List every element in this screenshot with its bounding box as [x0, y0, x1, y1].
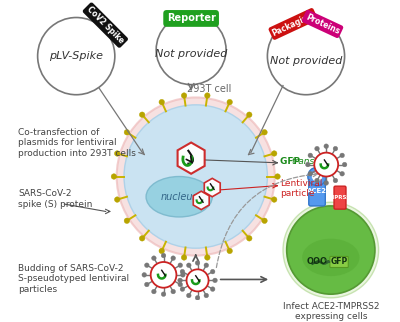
Circle shape: [186, 263, 191, 268]
Circle shape: [186, 269, 208, 291]
Text: pLV-Spike: pLV-Spike: [49, 51, 103, 61]
Circle shape: [204, 263, 208, 268]
Circle shape: [227, 248, 232, 254]
Circle shape: [272, 151, 277, 156]
Circle shape: [178, 282, 182, 287]
Circle shape: [144, 263, 149, 268]
Circle shape: [171, 256, 176, 260]
Circle shape: [161, 292, 166, 297]
FancyBboxPatch shape: [334, 186, 346, 209]
Circle shape: [213, 278, 217, 283]
Text: SARS-CoV-2
spike (S) protein: SARS-CoV-2 spike (S) protein: [18, 189, 93, 209]
Circle shape: [315, 147, 319, 151]
Circle shape: [117, 98, 275, 256]
Text: nucleus: nucleus: [160, 192, 198, 202]
Text: TMPRSS2: TMPRSS2: [326, 195, 354, 200]
Circle shape: [139, 236, 145, 241]
Circle shape: [287, 206, 375, 294]
Circle shape: [227, 99, 232, 105]
Polygon shape: [178, 143, 205, 174]
Circle shape: [180, 287, 185, 291]
Text: transgene: transgene: [291, 157, 337, 166]
Circle shape: [111, 174, 117, 179]
Circle shape: [171, 289, 176, 294]
Text: OOO: OOO: [306, 257, 328, 266]
Circle shape: [204, 293, 208, 298]
Text: Not provided: Not provided: [155, 49, 227, 59]
Circle shape: [210, 287, 215, 291]
Circle shape: [308, 171, 312, 176]
Text: Infect ACE2-TMPRSS2
expressing cells: Infect ACE2-TMPRSS2 expressing cells: [282, 301, 379, 321]
Circle shape: [210, 269, 215, 274]
Circle shape: [306, 162, 310, 167]
Circle shape: [181, 255, 187, 260]
Circle shape: [333, 178, 338, 183]
Circle shape: [124, 218, 130, 223]
Circle shape: [178, 263, 182, 268]
Circle shape: [312, 171, 322, 182]
Circle shape: [124, 105, 267, 248]
Text: ACE2: ACE2: [307, 188, 327, 194]
FancyBboxPatch shape: [330, 257, 348, 268]
Circle shape: [314, 153, 338, 176]
Circle shape: [272, 197, 277, 202]
Ellipse shape: [302, 239, 360, 276]
Text: Reporter: Reporter: [167, 14, 216, 24]
Circle shape: [152, 289, 156, 294]
Polygon shape: [193, 191, 209, 210]
FancyBboxPatch shape: [309, 176, 325, 206]
Circle shape: [114, 197, 120, 202]
Circle shape: [262, 129, 267, 135]
Circle shape: [204, 93, 210, 98]
Circle shape: [159, 248, 164, 254]
Circle shape: [142, 272, 146, 277]
Circle shape: [246, 112, 252, 118]
Circle shape: [139, 112, 145, 118]
Circle shape: [161, 253, 166, 258]
Circle shape: [283, 202, 379, 298]
Text: Lentiviral: Lentiviral: [280, 179, 323, 188]
Circle shape: [340, 171, 344, 176]
Circle shape: [204, 255, 210, 260]
Text: CoV2 Spike: CoV2 Spike: [85, 5, 126, 45]
Text: Budding of SARS-CoV-2
S-pseudotyped lentiviral
particles: Budding of SARS-CoV-2 S-pseudotyped lent…: [18, 264, 130, 294]
Text: GFP: GFP: [330, 258, 348, 267]
Circle shape: [340, 153, 344, 158]
Circle shape: [342, 162, 347, 167]
Circle shape: [246, 236, 252, 241]
Circle shape: [186, 293, 191, 298]
Circle shape: [159, 99, 164, 105]
Text: GFP: GFP: [280, 157, 304, 166]
Circle shape: [124, 129, 130, 135]
Circle shape: [180, 269, 185, 274]
Circle shape: [114, 151, 120, 156]
Circle shape: [275, 174, 280, 179]
Circle shape: [178, 278, 182, 283]
Circle shape: [151, 262, 176, 288]
Circle shape: [152, 256, 156, 260]
Circle shape: [180, 272, 185, 277]
Ellipse shape: [146, 176, 212, 217]
Circle shape: [333, 147, 338, 151]
Polygon shape: [204, 178, 220, 197]
Circle shape: [144, 282, 149, 287]
Text: Proteins: Proteins: [304, 12, 341, 36]
Circle shape: [324, 144, 328, 148]
Circle shape: [315, 178, 319, 183]
Circle shape: [195, 260, 200, 265]
Text: Co-transfection of
plasmids for lentiviral
production into 293T cells: Co-transfection of plasmids for lentivir…: [18, 128, 136, 157]
Circle shape: [195, 296, 200, 300]
Circle shape: [308, 167, 326, 186]
Text: Not provided: Not provided: [270, 56, 342, 66]
FancyArrowPatch shape: [216, 172, 318, 268]
Text: particle: particle: [280, 189, 315, 198]
Circle shape: [181, 93, 187, 98]
Circle shape: [324, 181, 328, 185]
Text: Packaging: Packaging: [271, 10, 315, 37]
Circle shape: [308, 153, 312, 158]
Circle shape: [262, 218, 267, 223]
Text: 293T cell: 293T cell: [187, 84, 232, 94]
